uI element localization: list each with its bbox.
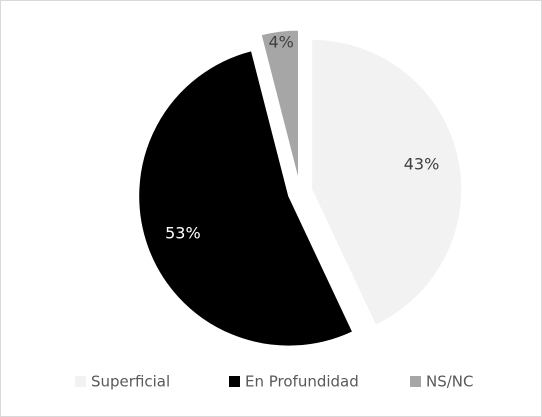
data-label: 4%	[269, 33, 294, 52]
legend-swatch	[75, 376, 86, 387]
pie-slice	[138, 50, 354, 347]
legend-swatch	[410, 376, 421, 387]
legend-label: En Profundidad	[245, 373, 359, 391]
pie-slice	[260, 29, 299, 181]
legend-label: NS/NC	[426, 373, 474, 391]
legend-label: Superficial	[91, 373, 170, 391]
data-label: 43%	[404, 154, 440, 173]
data-label: 53%	[165, 224, 201, 243]
pie-slice	[311, 38, 463, 326]
legend-swatch	[229, 376, 240, 387]
